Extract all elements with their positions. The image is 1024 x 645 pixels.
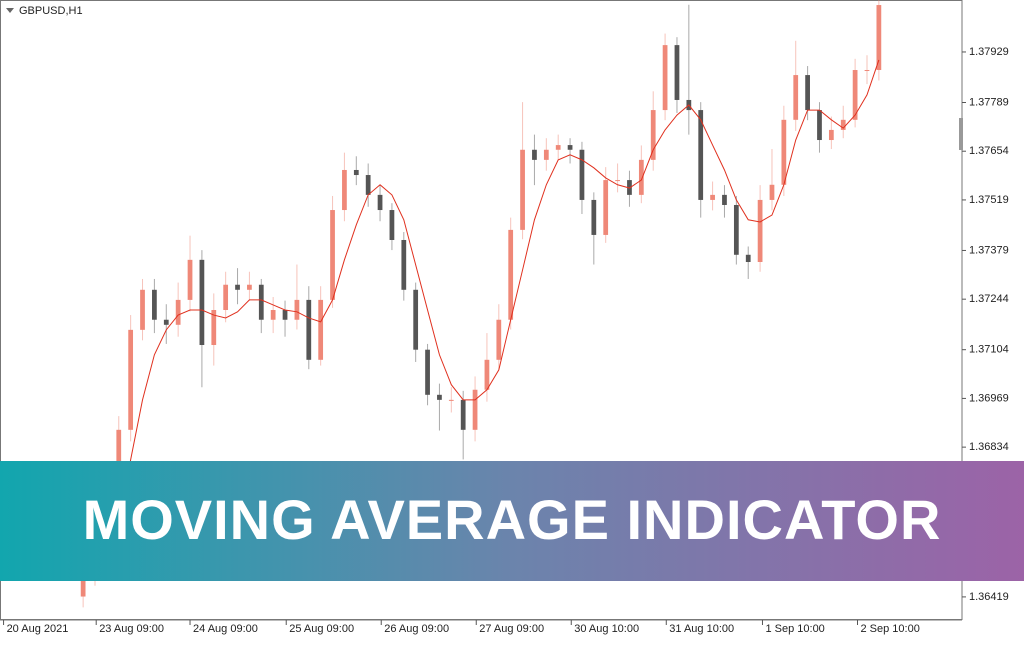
candle-body xyxy=(270,310,276,320)
candle-body xyxy=(425,349,430,395)
candle-body xyxy=(413,289,419,350)
scroll-marker xyxy=(959,118,963,150)
candle-body xyxy=(199,259,205,346)
candle-body xyxy=(591,199,597,235)
x-tick-label: 25 Aug 09:00 xyxy=(289,623,354,635)
candle-body xyxy=(532,149,537,160)
candle-body xyxy=(781,119,787,185)
candle-body xyxy=(698,110,704,200)
candle-body xyxy=(840,119,846,130)
candle-body xyxy=(401,239,407,290)
candle-body xyxy=(330,210,335,300)
candle-body xyxy=(282,310,288,320)
y-tick-label: 1.37929 xyxy=(969,46,1009,58)
candle-body xyxy=(211,310,217,346)
candle-body xyxy=(603,180,609,235)
y-tick-label: 1.36419 xyxy=(969,591,1009,603)
candle-body xyxy=(805,75,810,111)
candle-body xyxy=(769,184,775,200)
candle-body xyxy=(520,149,525,230)
candle-body xyxy=(175,299,181,325)
candle-body xyxy=(638,159,644,195)
candle-body xyxy=(389,210,395,240)
candle-body xyxy=(484,359,490,390)
axes: 1.364191.365591.366941.368341.369691.371… xyxy=(0,46,1009,635)
candle-body xyxy=(864,70,870,72)
y-tick-label: 1.37789 xyxy=(969,96,1009,108)
candle-body xyxy=(828,129,834,141)
candle-body xyxy=(817,110,822,141)
x-tick-label: 26 Aug 09:00 xyxy=(384,623,449,635)
y-tick-label: 1.37244 xyxy=(969,293,1009,305)
x-tick-label: 20 Aug 2021 xyxy=(7,623,69,635)
candle-body xyxy=(353,169,359,176)
candle-body xyxy=(247,284,252,290)
candle-body xyxy=(733,204,739,255)
x-tick-label: 27 Aug 09:00 xyxy=(479,623,544,635)
candle-body xyxy=(615,180,620,182)
candle-body xyxy=(579,149,585,200)
candle-body xyxy=(793,75,799,120)
symbol-arrow[interactable] xyxy=(6,8,14,13)
candle-body xyxy=(187,259,193,300)
symbol-label: GBPUSD,H1 xyxy=(19,5,83,17)
y-tick-label: 1.37379 xyxy=(969,244,1009,256)
candle-body xyxy=(318,299,324,360)
candle-body xyxy=(306,299,312,360)
candle-body xyxy=(876,5,882,71)
candle-body xyxy=(757,199,763,263)
y-tick-label: 1.37104 xyxy=(969,344,1009,356)
candle-body xyxy=(80,574,86,597)
candle-body xyxy=(140,289,145,330)
candle-body xyxy=(745,254,751,263)
candle-body xyxy=(662,45,668,111)
banner-bg xyxy=(0,461,1024,581)
candle-body xyxy=(567,145,573,150)
y-tick-label: 1.36969 xyxy=(969,392,1009,404)
x-tick-label: 31 Aug 10:00 xyxy=(669,623,734,635)
candle-body xyxy=(437,394,442,400)
candle-body xyxy=(460,399,466,430)
candle-body xyxy=(496,319,502,360)
candle-body xyxy=(650,110,656,160)
candle-body xyxy=(163,319,169,325)
candle-body xyxy=(235,284,240,290)
candle-body xyxy=(377,194,383,211)
candle-body xyxy=(555,145,561,150)
x-tick-label: 24 Aug 09:00 xyxy=(193,623,258,635)
banner: MOVING AVERAGE INDICATOR xyxy=(0,461,1024,581)
candle-body xyxy=(852,70,858,120)
y-tick-label: 1.37654 xyxy=(969,145,1009,157)
x-tick-label: 23 Aug 09:00 xyxy=(99,623,164,635)
candle-body xyxy=(543,149,549,160)
candle-body xyxy=(674,45,680,100)
banner-title: MOVING AVERAGE INDICATOR xyxy=(83,488,942,551)
x-tick-label: 1 Sep 10:00 xyxy=(765,623,824,635)
y-tick-label: 1.36834 xyxy=(969,441,1009,453)
x-tick-label: 30 Aug 10:00 xyxy=(574,623,639,635)
candle-body xyxy=(472,389,478,430)
candle-body xyxy=(365,175,371,195)
candle-body xyxy=(294,299,300,320)
candle-body xyxy=(508,229,514,320)
candle-body xyxy=(128,329,134,430)
candle-body xyxy=(342,169,347,211)
x-tick-label: 2 Sep 10:00 xyxy=(860,623,919,635)
candle-body xyxy=(258,284,264,320)
candle-body xyxy=(152,289,157,320)
candle-body xyxy=(722,194,727,205)
y-tick-label: 1.37519 xyxy=(969,194,1009,206)
candle-body xyxy=(710,194,715,200)
candle-body xyxy=(223,284,229,310)
moving-average xyxy=(106,59,880,581)
candle-body xyxy=(448,399,454,401)
